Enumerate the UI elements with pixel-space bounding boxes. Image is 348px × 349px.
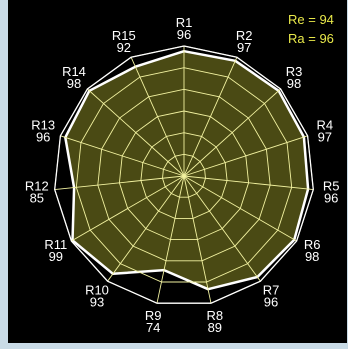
axis-label-r2: R2 <box>236 28 253 43</box>
spoke-r12 <box>54 175 185 191</box>
axis-label-r8: R8 <box>206 308 223 323</box>
axis-label-r15: R15 <box>112 28 136 43</box>
axis-value-r9: 74 <box>146 320 160 335</box>
axis-label-r3: R3 <box>286 64 303 79</box>
spoke-r13 <box>60 135 185 177</box>
axis-label-r11: R11 <box>44 237 67 252</box>
spoke-r3 <box>183 88 281 177</box>
grid-ring-5 <box>75 67 293 283</box>
spoke-r8 <box>183 175 212 304</box>
outer-outline <box>54 45 314 304</box>
axis-label-r10: R10 <box>85 283 109 298</box>
axis-value-r15: 92 <box>117 40 131 55</box>
axis-value-r8: 89 <box>208 320 222 335</box>
axis-label-r5: R5 <box>323 179 340 194</box>
grid <box>54 45 314 304</box>
chart-panel: R1 96 R2 97 R3 98 R4 97 R5 96 R6 98 R7 96 R8 89 R9 74 R10 9… <box>8 0 347 343</box>
axis-label-r13: R13 <box>31 117 55 132</box>
axis-value-r10: 93 <box>90 295 104 310</box>
axis-value-r11: 99 <box>49 249 63 264</box>
spoke-r14 <box>87 88 185 177</box>
axis-label-r12: R12 <box>25 179 49 194</box>
spoke-r4 <box>183 135 308 177</box>
axis-value-r14: 98 <box>67 76 81 91</box>
axis-label-r6: R6 <box>304 237 321 252</box>
axis-value-r12: 85 <box>30 191 44 206</box>
spoke-r7 <box>183 175 261 282</box>
spoke-r5 <box>183 175 314 191</box>
spoke-r11 <box>71 175 185 242</box>
axis-label-r14: R14 <box>62 64 86 79</box>
axis-value-r7: 96 <box>264 295 278 310</box>
axis-label-r9: R9 <box>145 308 162 323</box>
spoke-r10 <box>107 175 185 282</box>
axis-value-r2: 97 <box>237 40 251 55</box>
axis-label-r4: R4 <box>316 117 333 132</box>
axis-label-r7: R7 <box>263 283 280 298</box>
axis-label-r1: R1 <box>176 15 193 30</box>
axis-value-r6: 98 <box>305 249 319 264</box>
axis-value-r5: 96 <box>324 191 338 206</box>
spoke-r2 <box>183 57 238 177</box>
grid-ring-2 <box>140 132 228 219</box>
re-stat: Re = 94 <box>288 12 334 27</box>
ra-stat: Ra = 96 <box>288 31 334 46</box>
axis-value-r13: 96 <box>36 129 50 144</box>
grid-ring-3 <box>118 110 250 241</box>
axis-value-r1: 96 <box>177 27 191 42</box>
spoke-r6 <box>183 175 297 242</box>
axis-value-r4: 97 <box>318 129 332 144</box>
grid-ring-4 <box>97 88 271 262</box>
spoke-r9 <box>156 175 185 304</box>
outer-ring <box>54 45 314 304</box>
grid-ring-1 <box>162 153 206 198</box>
spoke-r15 <box>130 57 185 177</box>
axis-value-r3: 98 <box>287 76 301 91</box>
